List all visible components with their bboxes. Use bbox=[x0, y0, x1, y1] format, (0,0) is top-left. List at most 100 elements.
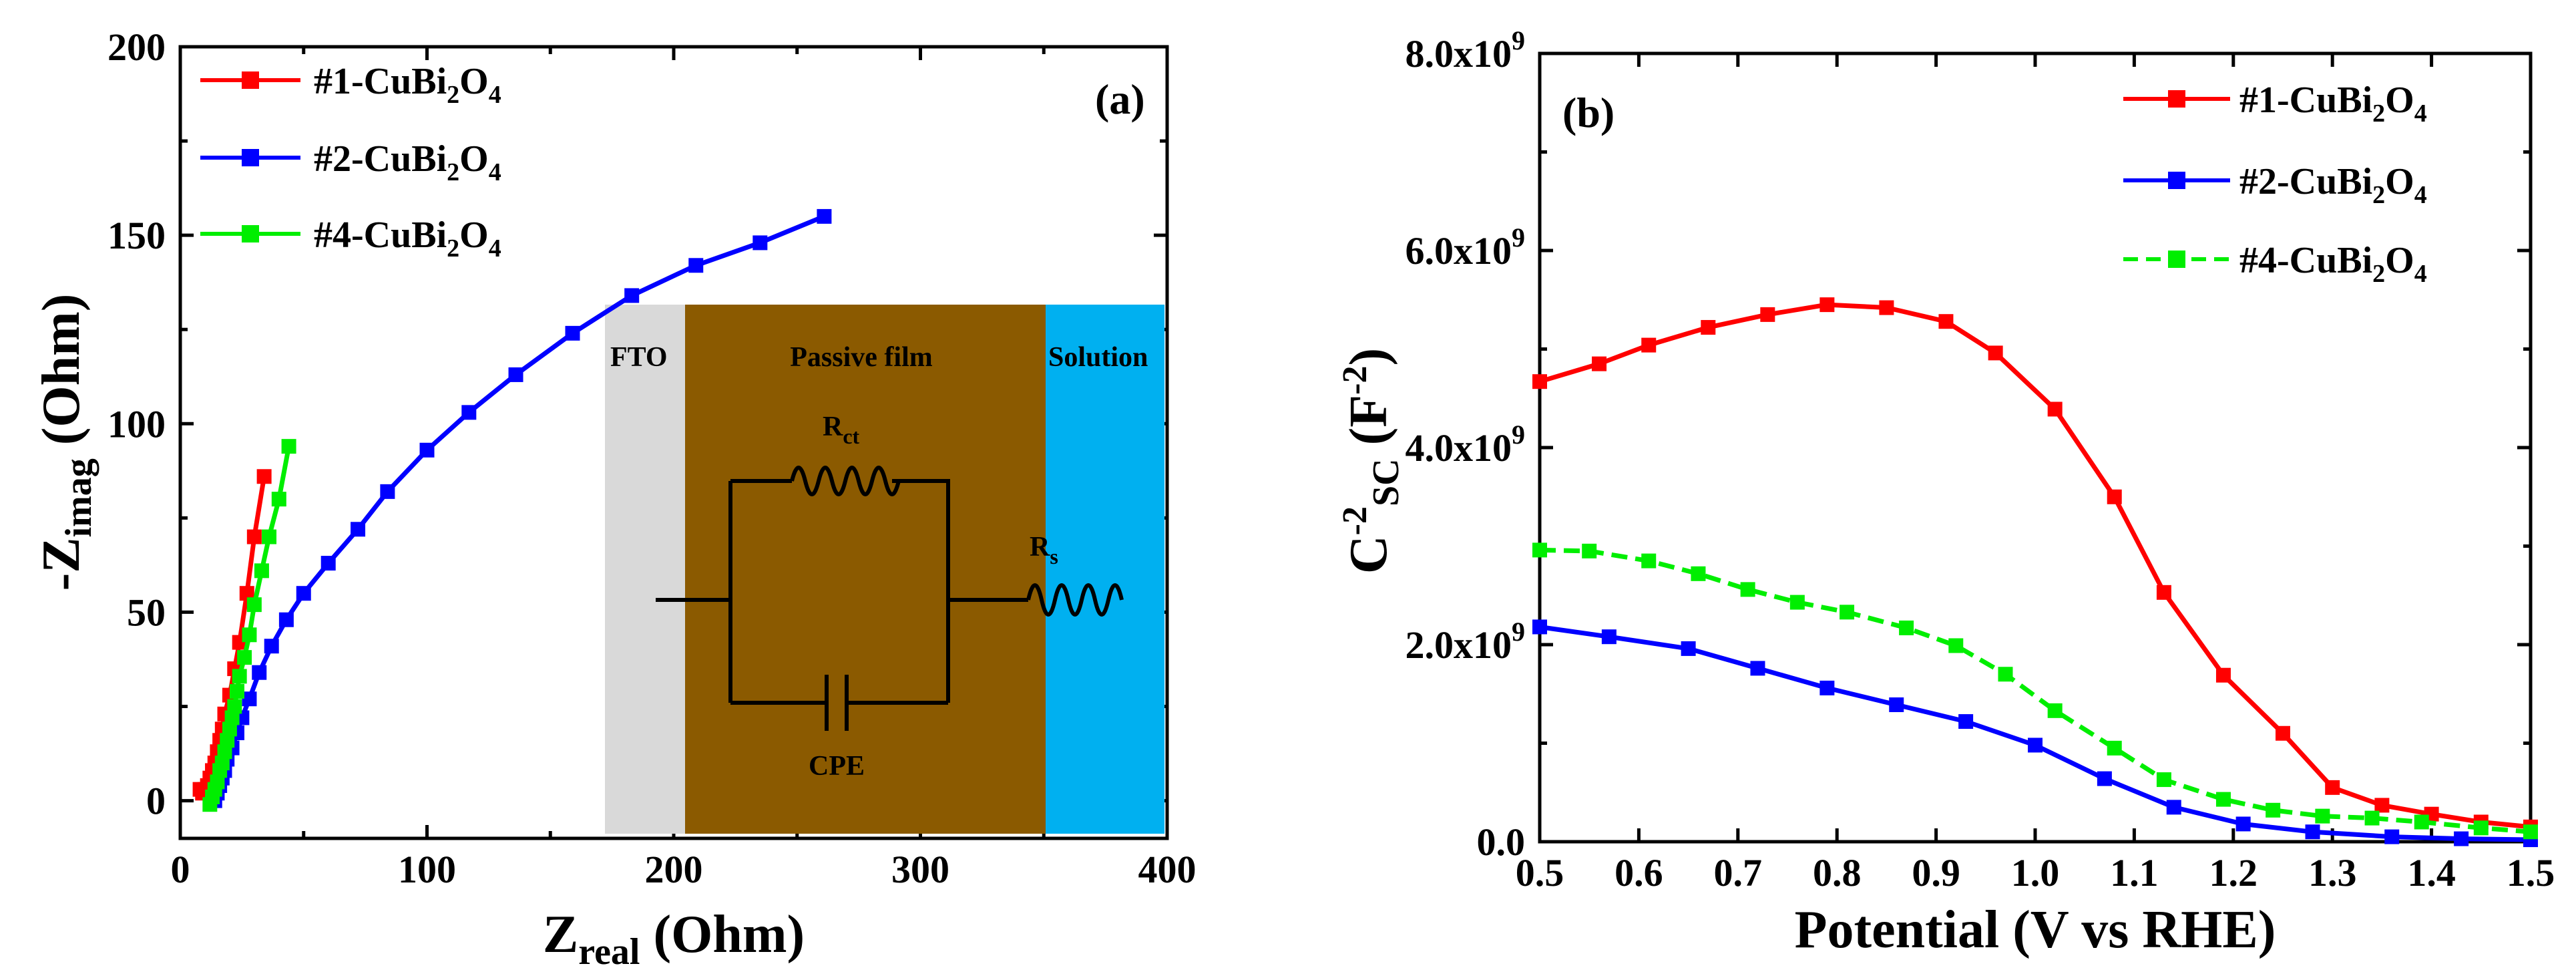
data-point bbox=[2266, 802, 2281, 818]
data-point bbox=[1601, 629, 1617, 645]
data-point bbox=[2156, 772, 2171, 788]
legend-a-label-2: #2-CuBi2O4 bbox=[314, 138, 501, 186]
inset-label-passive-film: Passive film bbox=[790, 342, 932, 373]
data-point bbox=[281, 439, 296, 454]
data-point bbox=[1938, 314, 1954, 329]
series-3 bbox=[202, 439, 296, 812]
legend-a-marker-1 bbox=[242, 71, 259, 89]
data-point bbox=[320, 556, 336, 571]
data-point bbox=[2473, 820, 2489, 836]
resistor-rs-icon bbox=[1026, 583, 1124, 617]
data-point bbox=[1889, 697, 1904, 712]
data-point bbox=[753, 235, 768, 251]
data-point bbox=[242, 691, 257, 707]
data-point bbox=[1750, 661, 1765, 676]
data-point bbox=[2325, 780, 2340, 795]
panel-b-legend: #1-CuBi2O4 #2-CuBi2O4 #4-CuBi2O4 bbox=[2123, 79, 2427, 288]
data-point bbox=[2047, 401, 2063, 417]
data-point bbox=[1641, 553, 1657, 568]
panel-a: 0 100 200 300 400 0 50 100 150 200 FTO Passive f… bbox=[32, 25, 1197, 973]
data-point bbox=[252, 665, 267, 680]
y-tick-label: 0.0 bbox=[1477, 820, 1526, 864]
legend-a-marker-3 bbox=[242, 225, 259, 242]
y-tick-label: 200 bbox=[108, 25, 166, 69]
data-point bbox=[254, 563, 269, 579]
data-point bbox=[232, 669, 247, 684]
legend-b-marker-3 bbox=[2168, 251, 2185, 268]
circuit-wires bbox=[656, 479, 1028, 705]
x-tick-label: 0 bbox=[171, 848, 190, 891]
legend-a-marker-2 bbox=[242, 149, 259, 166]
x-tick-label: 0.9 bbox=[1912, 851, 1960, 894]
data-point bbox=[1899, 620, 1914, 635]
legend-b-marker-2 bbox=[2168, 172, 2185, 189]
x-tick-label: 1.4 bbox=[2407, 851, 2456, 894]
data-point bbox=[2107, 740, 2122, 756]
data-point bbox=[256, 469, 272, 484]
data-point bbox=[2028, 738, 2043, 753]
data-point bbox=[222, 721, 237, 737]
data-point bbox=[2276, 725, 2290, 741]
x-tick-label: 200 bbox=[645, 848, 703, 891]
data-point bbox=[2315, 808, 2330, 824]
x-tick-label: 1.0 bbox=[2011, 851, 2060, 894]
data-point bbox=[565, 325, 580, 341]
data-point bbox=[1948, 638, 1964, 653]
data-point bbox=[1819, 297, 1835, 313]
panel-a-y-ticks: 0 50 100 150 200 bbox=[108, 25, 1167, 823]
data-point bbox=[1701, 320, 1716, 335]
data-point bbox=[239, 586, 254, 601]
data-point bbox=[227, 699, 242, 714]
data-point bbox=[461, 405, 477, 420]
x-tick-label: 0.8 bbox=[1813, 851, 1862, 894]
data-point bbox=[246, 529, 262, 544]
data-point bbox=[817, 208, 832, 224]
data-point bbox=[214, 756, 230, 771]
data-point bbox=[624, 288, 640, 303]
y-tick-label: 8.0x109 bbox=[1406, 25, 1526, 75]
legend-a-label-3: #4-CuBi2O4 bbox=[314, 214, 501, 263]
series-1 bbox=[1532, 297, 2538, 834]
inset-label-rct: Rct bbox=[823, 412, 860, 448]
data-point bbox=[262, 529, 277, 544]
y-tick-label: 4.0x109 bbox=[1406, 420, 1526, 470]
panel-b-series bbox=[1532, 297, 2538, 848]
data-point bbox=[296, 586, 311, 601]
data-point bbox=[264, 639, 279, 654]
data-point bbox=[2523, 824, 2538, 840]
data-point bbox=[220, 733, 235, 748]
data-point bbox=[1582, 543, 1597, 558]
data-point bbox=[1760, 307, 1775, 322]
resistor-rct-icon bbox=[790, 466, 901, 496]
data-point bbox=[1592, 356, 1607, 371]
x-tick-label: 1.3 bbox=[2308, 851, 2357, 894]
panel-b: 0.5 0.6 0.7 0.8 0.9 1.0 1.1 1.2 1.3 1.4 1.5 0.0 2.0… bbox=[1336, 25, 2555, 959]
y-tick-label: 100 bbox=[108, 402, 166, 446]
data-point bbox=[1840, 605, 1855, 620]
panel-a-legend: #1-CuBi2O4 #2-CuBi2O4 #4-CuBi2O4 bbox=[200, 61, 501, 263]
data-point bbox=[2454, 831, 2469, 846]
data-point bbox=[1532, 542, 1547, 558]
x-tick-label: 0.6 bbox=[1615, 851, 1663, 894]
data-point bbox=[688, 258, 704, 273]
y-tick-label: 6.0x109 bbox=[1406, 222, 1526, 273]
legend-b-label-3: #4-CuBi2O4 bbox=[2239, 240, 2427, 288]
equivalent-circuit-inset: FTO Passive film Solution Rct Rs CPE bbox=[605, 305, 1164, 834]
data-point bbox=[1879, 300, 1894, 315]
panel-b-plot-frame bbox=[1538, 51, 2533, 844]
data-point bbox=[508, 367, 523, 382]
y-tick-label: 0 bbox=[146, 780, 166, 823]
data-point bbox=[1532, 619, 1547, 635]
panel-a-x-axis-title: Zreal (Ohm) bbox=[543, 905, 805, 973]
panel-b-y-ticks: 0.0 2.0x109 4.0x109 6.0x109 8.0x109 bbox=[1406, 25, 2531, 864]
inset-label-cpe: CPE bbox=[809, 751, 865, 782]
data-point bbox=[2414, 814, 2429, 830]
inset-label-solution: Solution bbox=[1048, 342, 1148, 373]
x-tick-label: 1.2 bbox=[2209, 851, 2258, 894]
data-point bbox=[1681, 641, 1696, 656]
legend-a-label-1: #1-CuBi2O4 bbox=[314, 61, 501, 109]
data-point bbox=[2166, 800, 2181, 815]
data-point bbox=[2156, 585, 2171, 600]
legend-b-label-2: #2-CuBi2O4 bbox=[2239, 161, 2427, 209]
